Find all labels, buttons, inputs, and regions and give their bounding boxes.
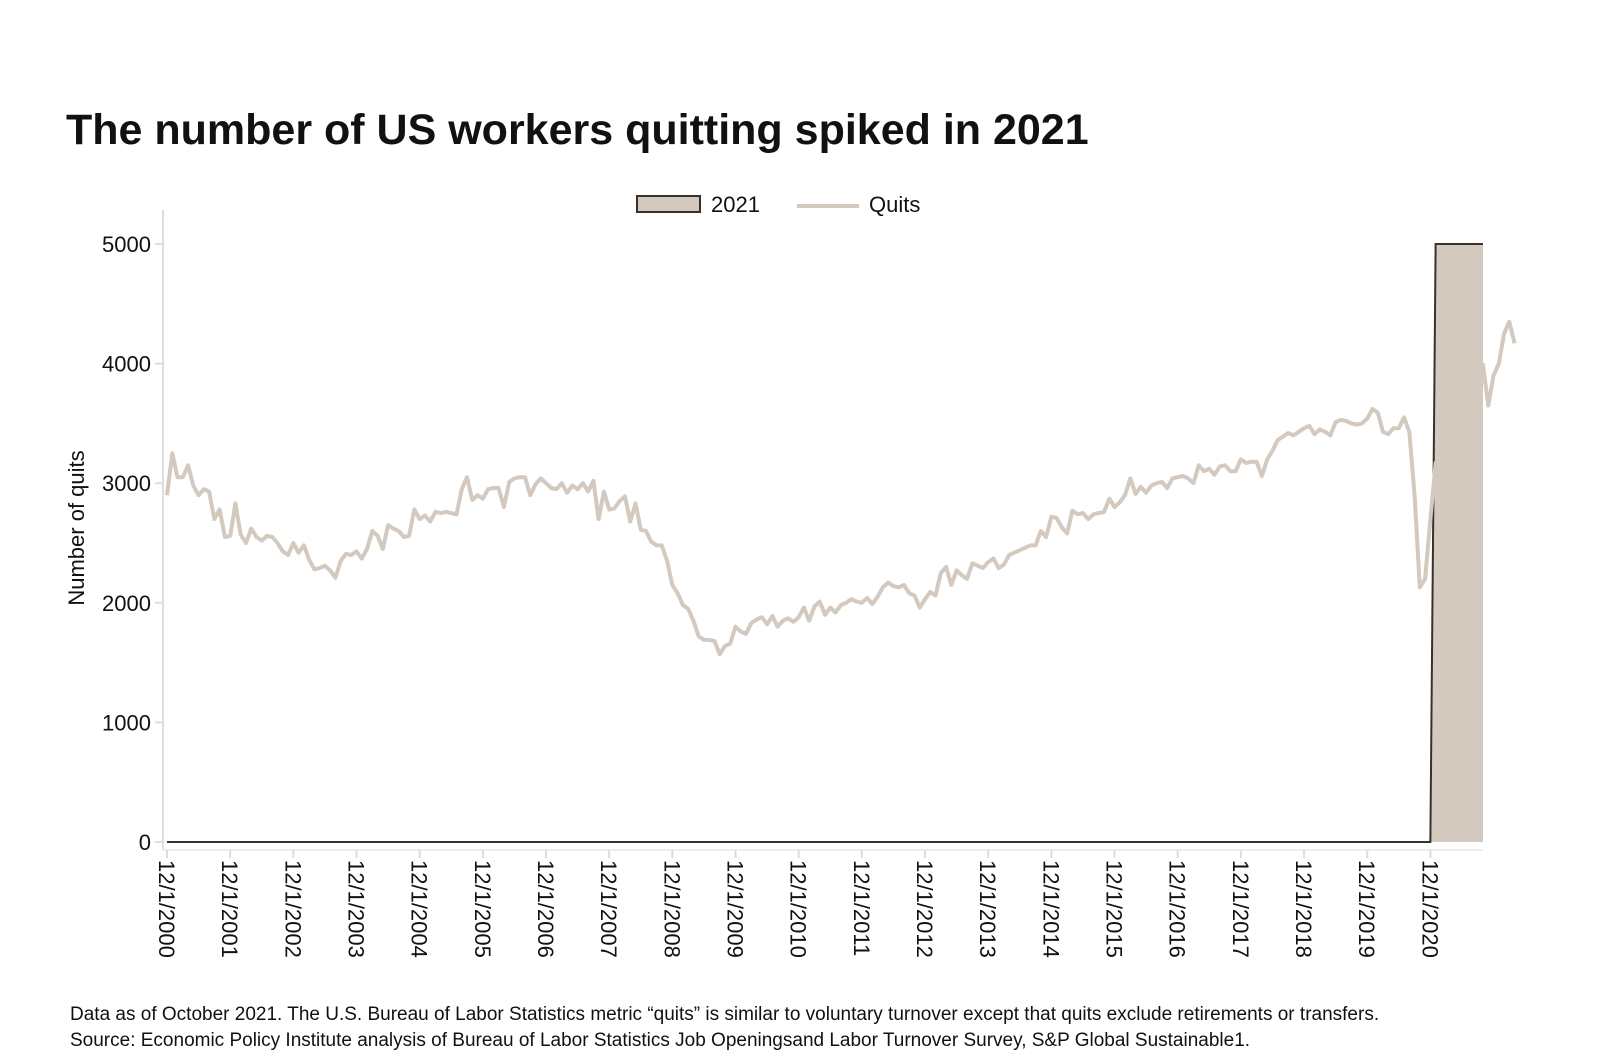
y-axis-label: Number of quits xyxy=(64,450,89,605)
footnote-note: Data as of October 2021. The U.S. Bureau… xyxy=(70,1004,1380,1025)
x-tick-label: 12/1/2002 xyxy=(280,860,305,958)
x-tick-label: 12/1/2008 xyxy=(659,860,684,958)
footnote-source: Source: Economic Policy Institute analys… xyxy=(70,1030,1251,1051)
line-layer xyxy=(165,319,1517,657)
x-tick-label: 12/1/2009 xyxy=(723,860,748,958)
x-tick-label: 12/1/2003 xyxy=(344,860,369,958)
legend-label-2021: 2021 xyxy=(711,192,760,217)
x-tick-label: 12/1/2020 xyxy=(1417,860,1442,958)
x-tick-label: 12/1/2019 xyxy=(1354,860,1379,958)
x-tick-label: 12/1/2001 xyxy=(217,860,242,958)
x-tick-label: 12/1/2012 xyxy=(912,860,937,958)
x-tick-label: 12/1/2006 xyxy=(533,860,558,958)
x-tick-label: 12/1/2010 xyxy=(786,860,811,958)
chart-title: The number of US workers quitting spiked… xyxy=(66,106,1089,154)
x-tick-label: 12/1/2018 xyxy=(1291,860,1316,958)
y-tick-label: 0 xyxy=(139,830,151,855)
x-tick-label: 12/1/2004 xyxy=(407,860,432,958)
y-tick-label: 4000 xyxy=(102,352,151,377)
series-2021-area xyxy=(1430,244,1483,842)
x-tick-label: 12/1/2014 xyxy=(1038,860,1063,958)
legend-label-quits: Quits xyxy=(869,192,920,217)
y-tick-label: 5000 xyxy=(102,232,151,257)
y-tick-label: 1000 xyxy=(102,710,151,735)
series-quits-line xyxy=(165,319,1517,657)
x-tick-label: 12/1/2013 xyxy=(975,860,1000,958)
x-tick-label: 12/1/2017 xyxy=(1228,860,1253,958)
band-layer xyxy=(167,243,1483,843)
x-tick-label: 12/1/2016 xyxy=(1165,860,1190,958)
legend-swatch-2021 xyxy=(636,195,701,213)
x-tick-label: 12/1/2000 xyxy=(154,860,179,958)
x-tick-label: 12/1/2015 xyxy=(1102,860,1127,958)
x-tick-label: 12/1/2011 xyxy=(849,860,874,956)
x-tick-label: 12/1/2007 xyxy=(596,860,621,958)
y-tick-label: 3000 xyxy=(102,471,151,496)
legend: 2021 Quits xyxy=(636,192,920,217)
axes-layer: 0 1000 2000 3000 4000 5000 12/1/2000 12/1/2001 1… xyxy=(102,210,1483,958)
series-2021-edge xyxy=(167,243,1483,843)
y-tick-label: 2000 xyxy=(102,591,151,616)
x-tick-label: 12/1/2005 xyxy=(470,860,495,958)
